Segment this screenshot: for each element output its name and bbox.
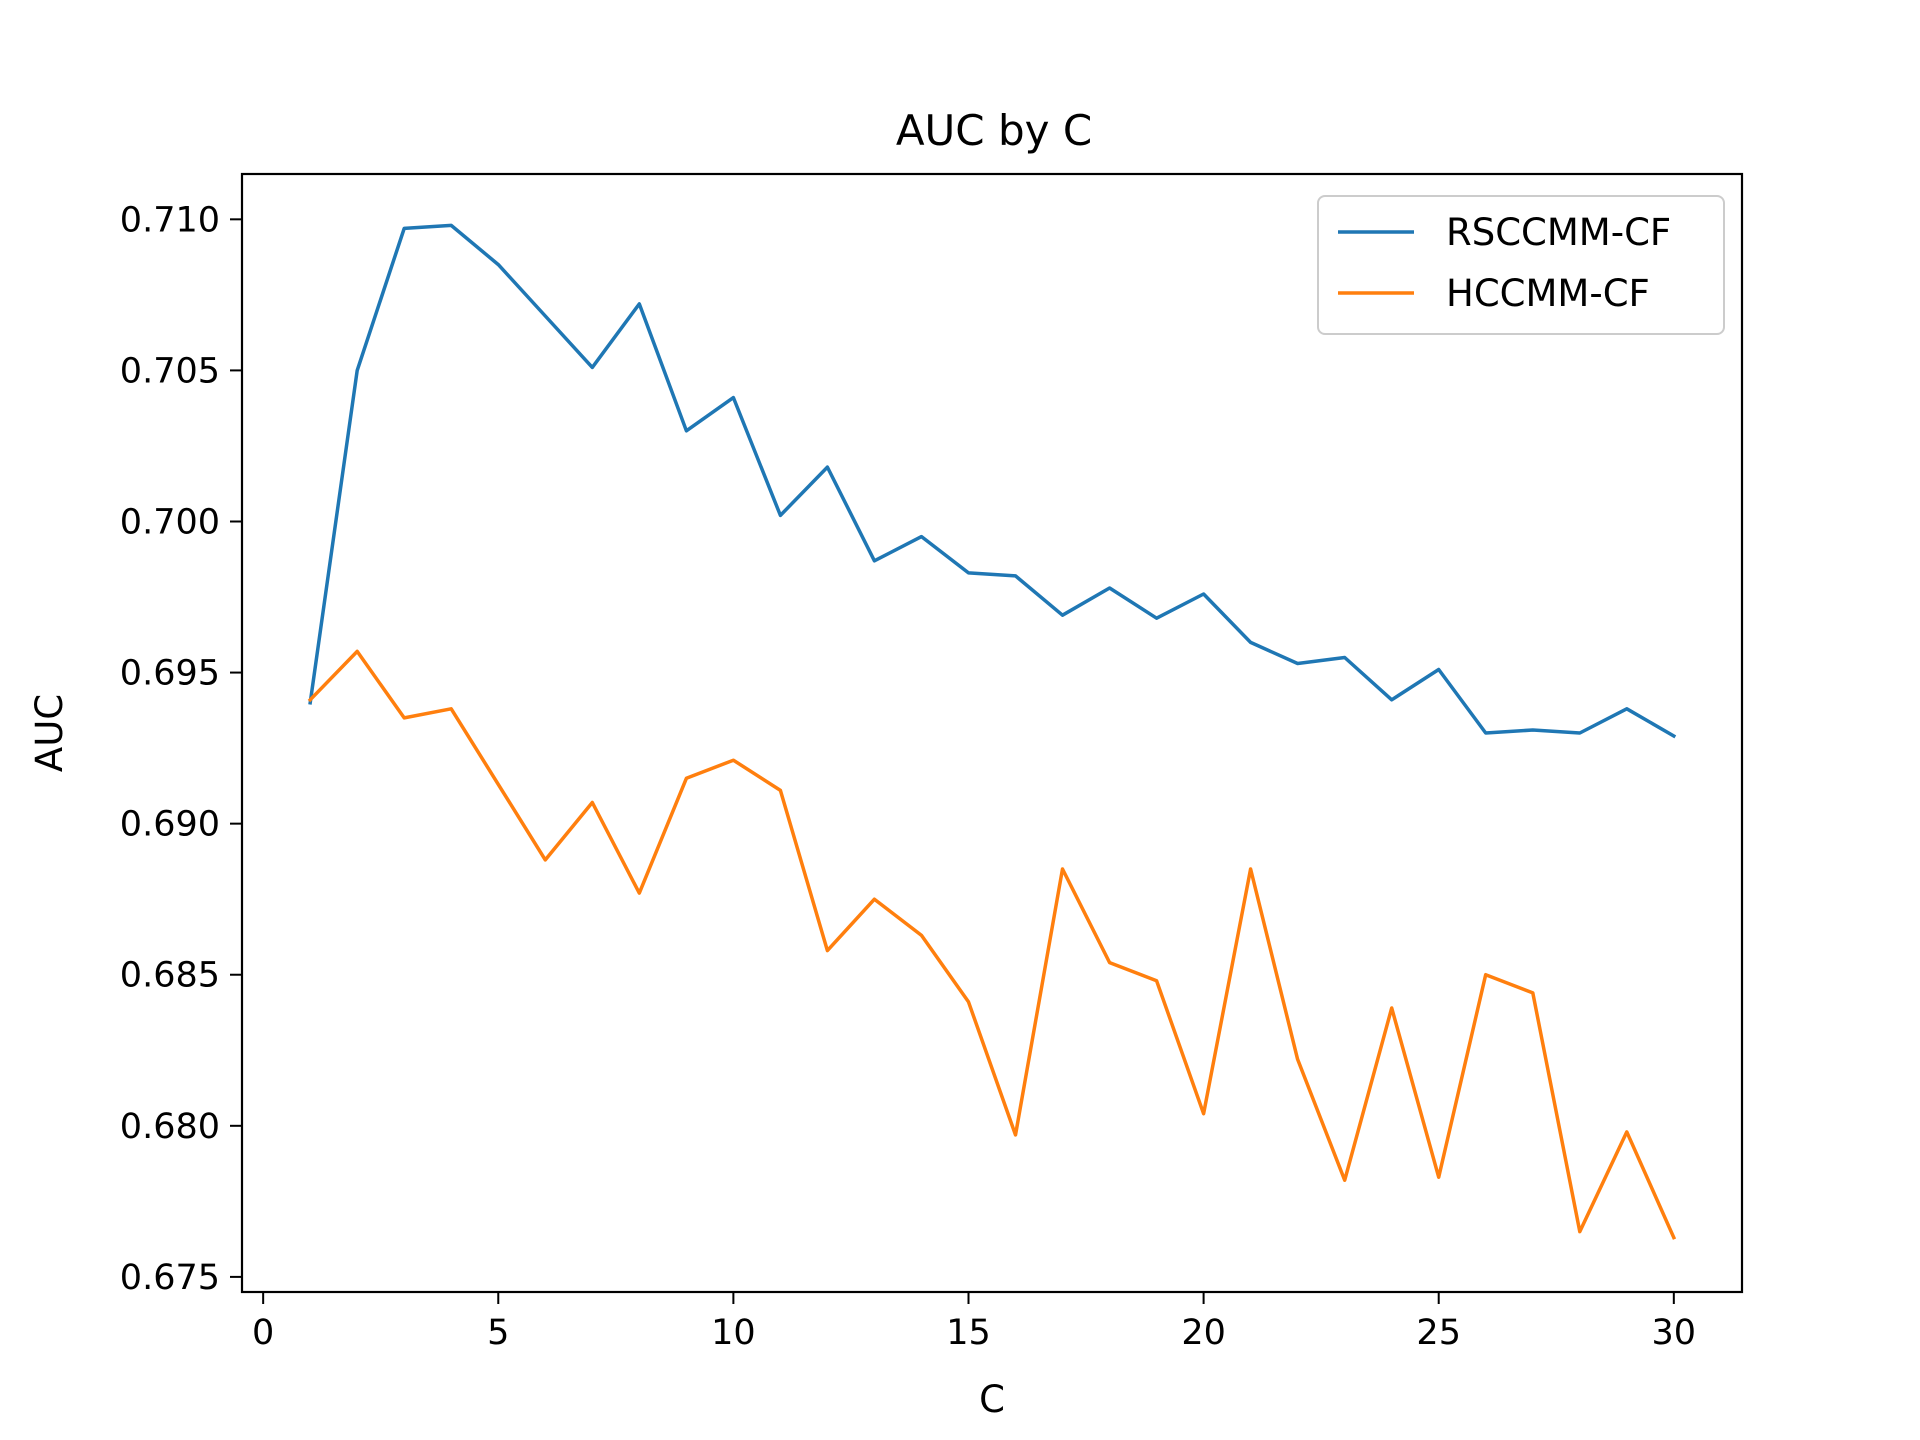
plot-frame	[240, 172, 1744, 1294]
x-tick-label: 10	[711, 1313, 756, 1353]
x-tick-label: 25	[1416, 1313, 1461, 1353]
y-tick-label: 0.700	[120, 502, 220, 542]
legend-box	[1317, 195, 1725, 335]
y-tick-label: 0.680	[120, 1107, 220, 1147]
y-tick-label: 0.710	[120, 200, 220, 240]
y-axis-label: AUC	[28, 694, 71, 772]
y-tick-label: 0.675	[120, 1258, 220, 1298]
legend-label: HCCMM-CF	[1446, 272, 1650, 315]
y-tick-label: 0.705	[120, 351, 220, 391]
plot-marks	[307, 223, 1677, 1240]
x-axis-label: C	[979, 1378, 1005, 1421]
y-tick-label: 0.695	[120, 654, 220, 694]
chart-title: AUC by C	[896, 106, 1092, 155]
y-tick-label: 0.690	[120, 805, 220, 845]
x-tick-label: 15	[946, 1313, 991, 1353]
y-tick-label: 0.685	[120, 956, 220, 996]
x-tick-label: 5	[487, 1313, 509, 1353]
x-axis: 0 5 10 15 20 25 30	[252, 1292, 1696, 1353]
series-line-hccmm-cf	[307, 649, 1677, 1240]
series-line-rsccmm-cf	[308, 223, 1677, 739]
x-tick-label: 30	[1652, 1313, 1697, 1353]
x-tick-label: 0	[252, 1313, 274, 1353]
legend: RSCCMM-CF HCCMM-CF	[1317, 195, 1725, 335]
y-axis: 0.675 0.680 0.685 0.690 0.695 0.700 0.705 0.710	[120, 200, 242, 1298]
x-tick-label: 20	[1181, 1313, 1226, 1353]
legend-label: RSCCMM-CF	[1446, 211, 1671, 254]
